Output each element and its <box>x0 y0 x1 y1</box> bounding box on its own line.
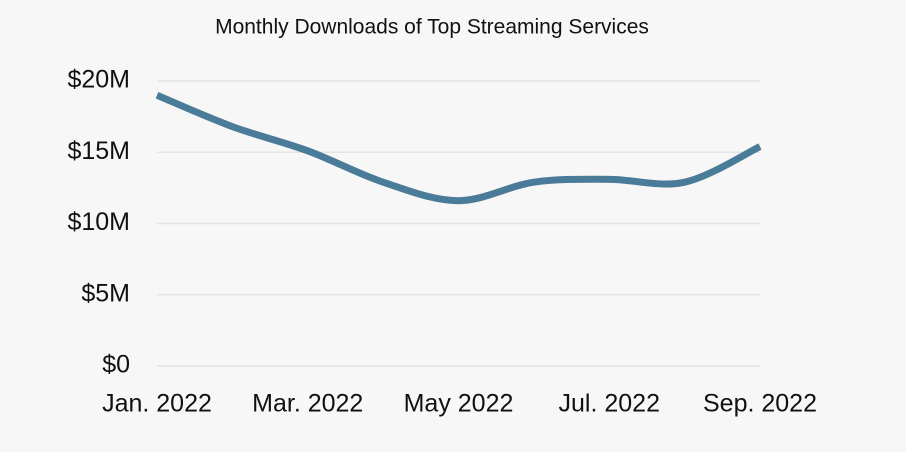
x-tick-label: Sep. 2022 <box>703 390 817 418</box>
y-tick-label: $5M <box>81 279 130 307</box>
chart-title: Monthly Downloads of Top Streaming Servi… <box>215 16 649 39</box>
x-tick-label: Jul. 2022 <box>559 390 660 418</box>
y-tick-label: $0 <box>102 351 130 379</box>
y-tick-label: $10M <box>67 208 130 236</box>
y-tick-label: $15M <box>67 137 130 165</box>
x-tick-label: May 2022 <box>404 390 514 418</box>
x-tick-label: Jan. 2022 <box>102 390 212 418</box>
x-tick-label: Mar. 2022 <box>252 390 363 418</box>
line <box>155 92 762 205</box>
y-tick-label: $20M <box>67 66 130 94</box>
